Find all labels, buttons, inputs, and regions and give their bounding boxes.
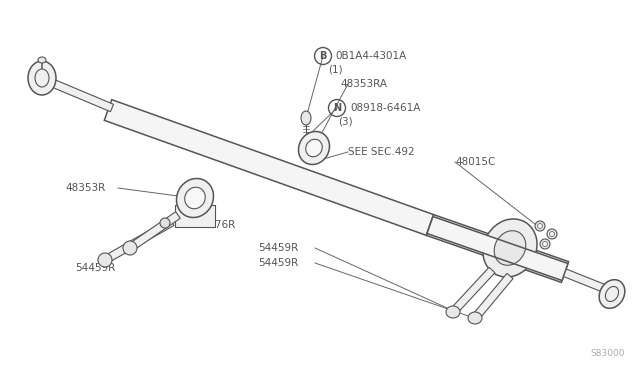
Text: N: N: [333, 103, 341, 113]
Ellipse shape: [540, 239, 550, 249]
Ellipse shape: [599, 280, 625, 308]
Text: 54459R: 54459R: [258, 258, 298, 268]
Text: 54459R: 54459R: [75, 263, 115, 273]
Text: 48353R: 48353R: [65, 183, 105, 193]
Ellipse shape: [494, 231, 526, 265]
Polygon shape: [104, 100, 434, 235]
Ellipse shape: [185, 187, 205, 209]
Ellipse shape: [446, 306, 460, 318]
Ellipse shape: [550, 231, 554, 237]
Ellipse shape: [35, 69, 49, 87]
Text: B: B: [319, 51, 326, 61]
Polygon shape: [561, 268, 609, 294]
Ellipse shape: [38, 57, 46, 63]
Ellipse shape: [538, 224, 543, 228]
Ellipse shape: [547, 229, 557, 239]
Text: 08918-6461A: 08918-6461A: [350, 103, 420, 113]
Ellipse shape: [160, 218, 170, 228]
Ellipse shape: [301, 111, 311, 125]
Polygon shape: [49, 78, 113, 112]
Text: 48353RA: 48353RA: [340, 79, 387, 89]
Ellipse shape: [543, 241, 547, 247]
FancyBboxPatch shape: [175, 205, 215, 227]
Text: 54459R: 54459R: [258, 243, 298, 253]
Ellipse shape: [298, 131, 330, 164]
Text: 0B1A4-4301A: 0B1A4-4301A: [335, 51, 406, 61]
Ellipse shape: [468, 312, 482, 324]
Polygon shape: [450, 267, 495, 315]
Ellipse shape: [177, 179, 214, 218]
Text: S83000: S83000: [591, 349, 625, 358]
Polygon shape: [472, 273, 513, 321]
Ellipse shape: [306, 139, 323, 157]
Ellipse shape: [605, 286, 618, 302]
Ellipse shape: [535, 221, 545, 231]
Polygon shape: [427, 217, 568, 280]
Polygon shape: [426, 215, 568, 282]
Polygon shape: [128, 212, 180, 251]
Ellipse shape: [28, 61, 56, 95]
Text: SEE SEC.492: SEE SEC.492: [348, 147, 415, 157]
Text: 48015C: 48015C: [455, 157, 495, 167]
Ellipse shape: [98, 253, 112, 267]
Polygon shape: [103, 218, 174, 263]
Text: (1): (1): [328, 65, 342, 75]
Text: 48376R: 48376R: [195, 220, 236, 230]
Text: (3): (3): [338, 117, 353, 127]
Ellipse shape: [123, 241, 137, 255]
Ellipse shape: [483, 219, 537, 277]
